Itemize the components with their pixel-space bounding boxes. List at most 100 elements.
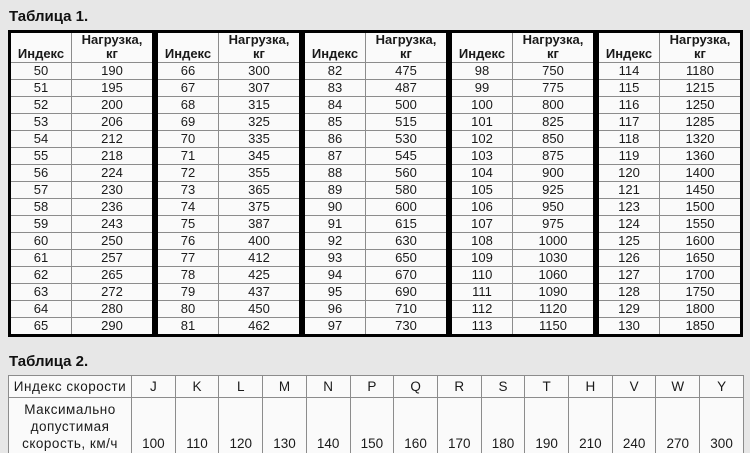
table-row: 125 1600 bbox=[597, 232, 742, 250]
index-cell: 114 bbox=[597, 62, 660, 80]
load-cell: 900 bbox=[512, 164, 595, 182]
load-cell: 580 bbox=[365, 181, 448, 199]
index-cell: 104 bbox=[450, 164, 513, 182]
index-cell: 67 bbox=[156, 79, 219, 97]
load-cell: 400 bbox=[218, 232, 301, 250]
table-row: 59 243 bbox=[9, 215, 154, 233]
table-row: 104 900 bbox=[450, 164, 595, 182]
table-row: 51 195 bbox=[9, 79, 154, 97]
load-cell: 975 bbox=[512, 215, 595, 233]
index-cell: 77 bbox=[156, 249, 219, 267]
index-cell: 130 bbox=[597, 317, 660, 336]
load-cell: 1120 bbox=[512, 300, 595, 318]
load-cell: 670 bbox=[365, 266, 448, 284]
table-row: 118 1320 bbox=[597, 130, 742, 148]
table-row: 108 1000 bbox=[450, 232, 595, 250]
table-row: 123 1500 bbox=[597, 198, 742, 216]
index-cell: 57 bbox=[9, 181, 72, 199]
table-row: 114 1180 bbox=[597, 62, 742, 80]
speed-value-cell: 120 bbox=[218, 397, 264, 453]
speed-index-cell: M bbox=[262, 375, 307, 398]
table-row: 69 325 bbox=[156, 113, 301, 131]
load-cell: 236 bbox=[71, 198, 154, 216]
load-cell: 1250 bbox=[659, 96, 742, 114]
table-row: 100 800 bbox=[450, 96, 595, 114]
load-cell: 280 bbox=[71, 300, 154, 318]
index-cell: 92 bbox=[303, 232, 366, 250]
index-cell: 50 bbox=[9, 62, 72, 80]
load-cell: 1150 bbox=[512, 317, 595, 336]
load-cell: 200 bbox=[71, 96, 154, 114]
speed-index-cell: L bbox=[218, 375, 264, 398]
load-cell: 475 bbox=[365, 62, 448, 80]
load-header-line2: кг bbox=[547, 46, 559, 61]
index-cell: 96 bbox=[303, 300, 366, 318]
load-cell: 243 bbox=[71, 215, 154, 233]
table-row: 54 212 bbox=[9, 130, 154, 148]
index-cell: 55 bbox=[9, 147, 72, 165]
table-row: 92 630 bbox=[303, 232, 448, 250]
index-cell: 56 bbox=[9, 164, 72, 182]
index-cell: 60 bbox=[9, 232, 72, 250]
load-cell: 1030 bbox=[512, 249, 595, 267]
index-cell: 123 bbox=[597, 198, 660, 216]
load-cell: 224 bbox=[71, 164, 154, 182]
load-cell: 1400 bbox=[659, 164, 742, 182]
header-row: Индекс Нагрузка, кг bbox=[597, 31, 742, 63]
load-cell: 487 bbox=[365, 79, 448, 97]
load-cell: 1700 bbox=[659, 266, 742, 284]
max-speed-label-line: скорость, км/ч bbox=[22, 435, 118, 451]
index-cell: 79 bbox=[156, 283, 219, 301]
table-row: 121 1450 bbox=[597, 181, 742, 199]
table-row: 64 280 bbox=[9, 300, 154, 318]
index-cell: 63 bbox=[9, 283, 72, 301]
load-header-line1: Нагрузка, bbox=[81, 32, 143, 47]
index-cell: 110 bbox=[450, 266, 513, 284]
speed-value-cell: 170 bbox=[436, 397, 482, 453]
index-cell: 74 bbox=[156, 198, 219, 216]
index-cell: 89 bbox=[303, 181, 366, 199]
speed-index-cell: T bbox=[524, 375, 570, 398]
index-cell: 107 bbox=[450, 215, 513, 233]
index-cell: 59 bbox=[9, 215, 72, 233]
table-row: 130 1850 bbox=[597, 317, 742, 336]
load-cell: 1000 bbox=[512, 232, 595, 250]
index-cell: 69 bbox=[156, 113, 219, 131]
index-header-cell: Индекс bbox=[303, 31, 366, 63]
table-row: 79 437 bbox=[156, 283, 301, 301]
table-row: 84 500 bbox=[303, 96, 448, 114]
table-row: 86 530 bbox=[303, 130, 448, 148]
table-row: 52 200 bbox=[9, 96, 154, 114]
index-cell: 70 bbox=[156, 130, 219, 148]
load-cell: 1650 bbox=[659, 249, 742, 267]
load-header-line1: Нагрузка, bbox=[669, 32, 731, 47]
index-cell: 64 bbox=[9, 300, 72, 318]
load-cell: 1285 bbox=[659, 113, 742, 131]
index-cell: 113 bbox=[450, 317, 513, 336]
load-cell: 1320 bbox=[659, 130, 742, 148]
table-row: 62 265 bbox=[9, 266, 154, 284]
table-row: 105 925 bbox=[450, 181, 595, 199]
index-cell: 71 bbox=[156, 147, 219, 165]
load-cell: 850 bbox=[512, 130, 595, 148]
speed-value-cell: 110 bbox=[174, 397, 220, 453]
index-header-cell: Индекс bbox=[156, 31, 219, 63]
load-cell: 710 bbox=[365, 300, 448, 318]
table-row: 72 355 bbox=[156, 164, 301, 182]
load-index-table: Индекс Нагрузка, кг 50 190 51 195 52 200 53 206 54 2… bbox=[8, 30, 743, 337]
table-row: 76 400 bbox=[156, 232, 301, 250]
index-cell: 90 bbox=[303, 198, 366, 216]
load-cell: 775 bbox=[512, 79, 595, 97]
load-cell: 545 bbox=[365, 147, 448, 165]
speed-index-label: Индекс скорости bbox=[8, 375, 132, 398]
header-row: Индекс Нагрузка, кг bbox=[450, 31, 595, 63]
index-cell: 75 bbox=[156, 215, 219, 233]
index-cell: 103 bbox=[450, 147, 513, 165]
load-cell: 500 bbox=[365, 96, 448, 114]
index-cell: 53 bbox=[9, 113, 72, 131]
load-cell: 1450 bbox=[659, 181, 742, 199]
index-cell: 100 bbox=[450, 96, 513, 114]
load-cell: 1750 bbox=[659, 283, 742, 301]
table2-title: Таблица 2. bbox=[9, 353, 89, 370]
